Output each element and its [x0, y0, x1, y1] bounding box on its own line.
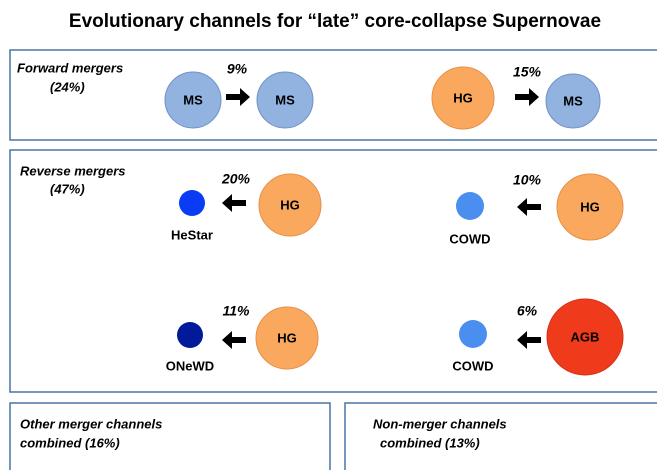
- star-node: [164, 71, 222, 129]
- fraction: 9%: [227, 61, 248, 77]
- arrow: [517, 198, 541, 216]
- panel-box: [9, 149, 657, 393]
- node-label: ONeWD: [166, 358, 214, 373]
- remnant-node: [179, 190, 205, 216]
- remnant-node: [177, 322, 203, 348]
- panel-share: combined (16%): [20, 435, 120, 450]
- star-node: [431, 66, 495, 130]
- arrow: [515, 88, 539, 106]
- panel-share: (47%): [50, 181, 85, 196]
- arrow: [222, 194, 246, 212]
- panel-box: [9, 402, 331, 470]
- node-label: MS: [563, 93, 583, 108]
- node-label: HG: [453, 90, 473, 105]
- panel-box: [344, 402, 657, 470]
- node-label: COWD: [452, 358, 493, 373]
- fraction: 15%: [513, 64, 542, 80]
- fraction: 11%: [223, 303, 251, 319]
- title: Evolutionary channels for “late” core-co…: [69, 11, 601, 32]
- star-node: [258, 173, 322, 237]
- panel-share: (24%): [50, 79, 85, 94]
- panel-label: Forward mergers: [17, 60, 123, 75]
- panel-label: Non-merger channels: [373, 416, 507, 431]
- star-node: [256, 71, 314, 129]
- star-node: [556, 173, 624, 241]
- panel-label: Reverse mergers: [20, 163, 126, 178]
- node-label: MS: [183, 92, 203, 107]
- arrow: [222, 331, 246, 349]
- star-node: [546, 298, 624, 376]
- node-label: AGB: [571, 329, 600, 344]
- fraction: 20%: [221, 171, 251, 187]
- remnant-node: [459, 320, 487, 348]
- arrow: [226, 88, 250, 106]
- node-label: HG: [280, 197, 300, 212]
- panel-box: [9, 49, 657, 141]
- arrow: [517, 331, 541, 349]
- fraction: 10%: [513, 172, 542, 188]
- star-node: [545, 73, 601, 129]
- node-label: HeStar: [171, 227, 213, 242]
- remnant-node: [456, 192, 484, 220]
- panel-label: Other merger channels: [20, 416, 162, 431]
- node-label: HG: [580, 199, 600, 214]
- fraction: 6%: [517, 303, 538, 319]
- node-label: COWD: [449, 231, 490, 246]
- node-label: MS: [275, 92, 295, 107]
- star-node: [255, 306, 319, 370]
- panel-share: combined (13%): [380, 435, 480, 450]
- node-label: HG: [277, 330, 297, 345]
